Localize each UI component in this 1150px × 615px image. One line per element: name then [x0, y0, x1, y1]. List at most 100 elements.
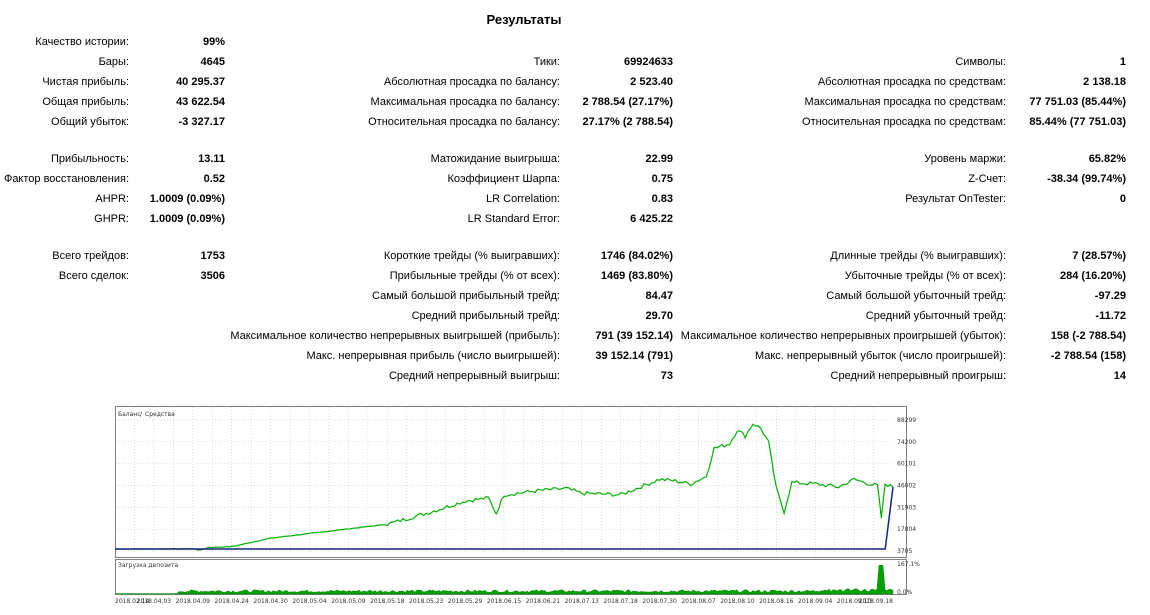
- stat-value: 99%: [202, 36, 225, 48]
- x-tick-label: 2018.05.09: [331, 598, 366, 605]
- stat-value: 0.75: [651, 173, 673, 185]
- x-tick-label: 2018.05.23: [409, 598, 444, 605]
- x-tick-label: 2018.04.30: [253, 598, 288, 605]
- stat-label: Короткие трейды (% выигравших):: [383, 250, 560, 262]
- x-tick-label: 2018.06.21: [526, 598, 561, 605]
- x-tick-label: 2018.08.10: [720, 598, 755, 605]
- x-tick-label: 2018.07.18: [604, 598, 639, 605]
- stat-label: Убыточные трейды (% от всех):: [844, 270, 1006, 282]
- stat-value: 2 788.54 (27.17%): [582, 96, 673, 108]
- stat-label: Средний прибыльный трейд:: [411, 310, 560, 322]
- stat-value: -2 788.54 (158): [1050, 350, 1126, 362]
- stat-value: 13.11: [198, 153, 225, 165]
- x-tick-label: 2018.04.03: [137, 598, 172, 605]
- y-tick-label: 88299: [897, 417, 916, 424]
- x-tick-label: 2018.08.16: [759, 598, 794, 605]
- stat-label: Чистая прибыль:: [42, 76, 129, 88]
- stat-value: 0: [1119, 193, 1126, 205]
- x-tick-label: 2018.04.24: [215, 598, 250, 605]
- stat-label: Уровень маржи:: [924, 153, 1006, 165]
- x-tick-label: 2018.09.04: [798, 598, 833, 605]
- stat-label: Макс. непрерывный убыток (число проигрыш…: [754, 350, 1006, 362]
- stat-value: 1753: [200, 250, 225, 262]
- chart-grid: [116, 407, 893, 557]
- balance-equity-chart: Баланс / Средства 88299 74200 60101 46002 31…: [115, 406, 920, 605]
- stat-label: Всего трейдов:: [52, 250, 129, 262]
- stat-label: Результат OnTester:: [905, 193, 1006, 205]
- stat-value: 27.17% (2 788.54): [582, 116, 673, 128]
- x-tick-label: 2018.02.14: [115, 598, 150, 605]
- stat-label: Прибыльные трейды (% от всех):: [389, 270, 560, 282]
- stat-label: Макс. непрерывная прибыль (число выигрыш…: [306, 350, 560, 362]
- stat-label: Общая прибыль:: [42, 96, 129, 108]
- y-tick-label: 17804: [897, 526, 916, 533]
- stat-value: 77 751.03 (85.44%): [1029, 96, 1126, 108]
- x-tick-label: 2018.09.10: [837, 598, 872, 605]
- x-tick-label: 2018.05.18: [370, 598, 405, 605]
- stat-label: LR Standard Error:: [467, 213, 560, 225]
- stat-value: 4645: [200, 56, 225, 68]
- x-tick-label: 2018.05.29: [448, 598, 483, 605]
- stat-label: Максимальное количество непрерывных прои…: [680, 330, 1006, 342]
- stat-value: 43 622.54: [176, 96, 225, 108]
- stat-value: 284 (16.20%): [1059, 270, 1126, 282]
- stat-value: 158 (-2 788.54): [1050, 330, 1126, 342]
- stat-label: Качество истории:: [35, 36, 129, 48]
- stat-label: Самый большой убыточный трейд:: [826, 290, 1006, 302]
- x-tick-label: 2018.04.09: [176, 598, 211, 605]
- y-tick-label: 31903: [897, 504, 916, 511]
- stat-value: 85.44% (77 751.03): [1029, 116, 1126, 128]
- stat-value: -3 327.17: [178, 116, 225, 128]
- stat-value: 65.82%: [1088, 153, 1126, 165]
- x-tick-label: 2018.07.13: [565, 598, 600, 605]
- balance-line: [115, 487, 894, 550]
- stat-label: Z-Счет:: [968, 173, 1006, 185]
- load-chart-title: Загрузка депозита: [118, 562, 178, 569]
- stat-value: 7 (28.57%): [1072, 250, 1126, 262]
- stat-label: Средний непрерывный выигрыш:: [388, 370, 560, 382]
- y-tick-label: 46002: [897, 483, 916, 490]
- stat-value: 1.0009 (0.09%): [149, 213, 225, 225]
- stat-value: 40 295.37: [176, 76, 225, 88]
- stat-value: 84.47: [645, 290, 673, 302]
- stat-value: 1469 (83.80%): [600, 270, 673, 282]
- stat-label: Самый большой прибыльный трейд:: [372, 290, 560, 302]
- load-tick-label: 0.0%: [897, 589, 913, 596]
- load-tick-label: 167.1%: [897, 561, 920, 568]
- x-tick-label: 2018.06.15: [487, 598, 522, 605]
- stat-label: LR Correlation:: [486, 193, 560, 205]
- stat-label: Бары:: [98, 56, 129, 68]
- stat-label: Средний убыточный трейд:: [865, 310, 1006, 322]
- stat-value: 22.99: [645, 153, 673, 165]
- legend-equity: Средства: [145, 411, 175, 418]
- y-tick-label: 60101: [897, 461, 916, 468]
- stat-label: Коэффициент Шарпа:: [447, 173, 560, 185]
- stat-value: 2 138.18: [1083, 76, 1126, 88]
- stat-label: Длинные трейды (% выигравших):: [830, 250, 1006, 262]
- stat-value: 29.70: [645, 310, 673, 322]
- stat-value: -11.72: [1095, 310, 1126, 322]
- stat-value: -97.29: [1094, 290, 1126, 302]
- y-tick-label: 74200: [897, 439, 916, 446]
- load-chart-frame: [115, 559, 907, 595]
- stat-value: 14: [1113, 370, 1126, 382]
- stat-label: Матожидание выигрыша:: [430, 153, 560, 165]
- stat-label: Максимальное количество непрерывных выиг…: [230, 330, 560, 342]
- stat-value: 1: [1119, 56, 1126, 68]
- stat-value: 73: [660, 370, 673, 382]
- stat-value: 0.52: [203, 173, 225, 185]
- x-tick-label: 2018.09.18: [859, 598, 894, 605]
- stat-label: Средний непрерывный проигрыш:: [830, 370, 1006, 382]
- stat-label: Тики:: [533, 56, 560, 68]
- stat-label: Максимальная просадка по средствам:: [804, 96, 1006, 108]
- legend-separator: /: [140, 411, 143, 418]
- stat-value: 69924633: [624, 56, 673, 68]
- report-title: Результаты: [486, 12, 562, 27]
- stat-value: 6 425.22: [630, 213, 673, 225]
- stat-value: 3506: [200, 270, 225, 282]
- y-axis-ticks: 88299 74200 60101 46002 31903 17804 3705: [897, 417, 916, 555]
- stat-value: -38.34 (99.74%): [1047, 173, 1126, 185]
- deposit-load-area: [115, 565, 894, 595]
- stat-value: 1746 (84.02%): [600, 250, 673, 262]
